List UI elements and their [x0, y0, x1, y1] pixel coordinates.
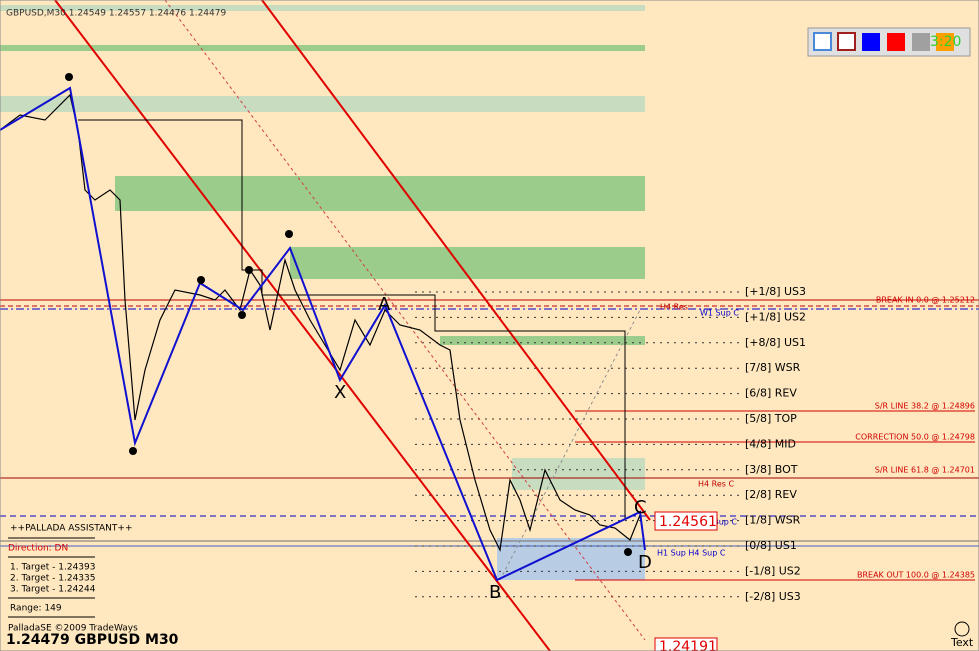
point-label: C — [634, 497, 647, 518]
range: Range: 149 — [10, 604, 62, 614]
symbol-header: GBPUSD,M30 1.24549 1.24557 1.24476 1.244… — [6, 9, 226, 19]
fib-label: BREAK IN 0.0 @ 1.25212 — [876, 296, 975, 305]
price-label: 1.24191 — [659, 639, 717, 651]
panel-title: ++PALLADA ASSISTANT++ — [10, 524, 133, 534]
fib-label: S/R LINE 61.8 @ 1.24701 — [875, 466, 975, 475]
target: 3. Target - 1.24244 — [10, 585, 96, 595]
point-label: B — [489, 582, 501, 603]
point-label: D — [638, 552, 652, 573]
corner-label: Text — [950, 636, 974, 649]
murrey-label: [1/8] WSR — [745, 514, 801, 527]
level-tags: H4 Res W1 Sup C H4 Res C H1 Sup C H1 Sup… — [657, 303, 739, 558]
price-label: 1.24561 — [659, 514, 717, 530]
channel — [54, 0, 651, 651]
murrey-labels: [+1/8] US3 [+1/8] US2 [+8/8] US1 [7/8] WSR [… — [745, 285, 806, 603]
murrey-label: [0/8] US1 — [745, 539, 797, 552]
price-box — [654, 511, 718, 531]
murrey-label: [6/8] REV — [745, 387, 797, 400]
murrey-label: [+1/8] US3 — [745, 285, 806, 298]
fib-label: S/R LINE 38.2 @ 1.24896 — [875, 402, 975, 411]
murrey-label: [-2/8] US3 — [745, 590, 801, 603]
point-label: X — [334, 382, 346, 403]
assistant-panel: ++PALLADA ASSISTANT++ Direction: DN 1. T… — [6, 524, 179, 649]
clock: 3:20 — [930, 34, 961, 50]
fib-label: CORRECTION 50.0 @ 1.24798 — [855, 433, 975, 442]
murrey-label: [3/8] BOT — [745, 463, 798, 476]
tag: W1 Sup C — [700, 309, 739, 318]
point-label: A — [378, 294, 391, 315]
murrey-label: [+8/8] US1 — [745, 336, 806, 349]
copyright: PalladaSE ©2009 TradeWays — [8, 624, 138, 634]
color-palette[interactable]: 3:20 — [807, 27, 971, 57]
tag: H4 Res — [660, 303, 688, 312]
zones — [0, 5, 645, 580]
murrey-label: [4/8] MID — [745, 437, 796, 450]
murrey-label: [7/8] WSR — [745, 361, 801, 374]
smiley — [954, 621, 970, 637]
murrey-label: [2/8] REV — [745, 488, 797, 501]
direction: Direction: DN — [8, 544, 68, 554]
tag: H1 Sup H4 Sup C — [657, 549, 726, 558]
fib-label: BREAK OUT 100.0 @ 1.24385 — [857, 571, 975, 580]
pattern-zigzag — [0, 86, 646, 582]
tag: H4 Res C — [698, 480, 734, 489]
step-line — [78, 119, 626, 520]
tag: H1 Sup C — [700, 518, 737, 527]
quote: 1.24479 GBPUSD M30 — [6, 632, 179, 648]
target: 2. Target - 1.24335 — [10, 574, 95, 584]
murrey-label: [+1/8] US2 — [745, 310, 806, 323]
murrey-label: [-1/8] US2 — [745, 564, 801, 577]
murrey-label: [5/8] TOP — [745, 412, 797, 425]
pivot-dots — [65, 73, 632, 556]
pattern-labels: X A B C D — [334, 294, 652, 603]
price-box — [654, 637, 718, 651]
murrey-lines — [415, 291, 740, 598]
price-line — [0, 93, 646, 552]
target: 1. Target - 1.24393 — [10, 563, 95, 573]
fib-labels: BREAK IN 0.0 @ 1.25212 S/R LINE 38.2 @ 1.… — [855, 296, 975, 580]
